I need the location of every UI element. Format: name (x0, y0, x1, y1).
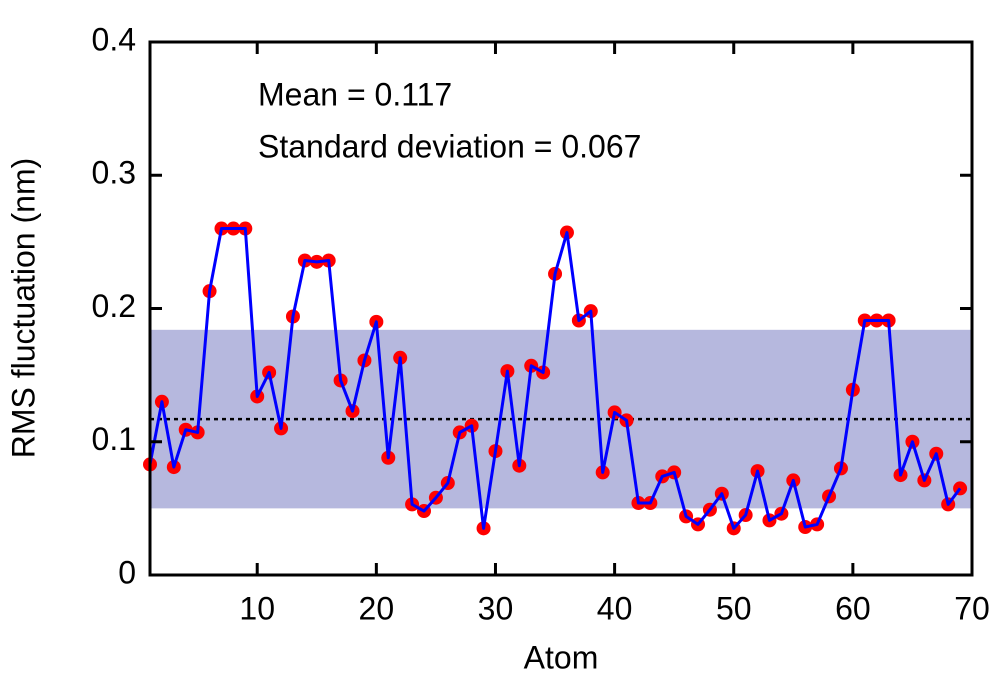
annotation: Mean = 0.117 (258, 76, 452, 112)
y-tick-label: 0.4 (92, 21, 136, 57)
y-tick-label: 0.3 (92, 155, 136, 191)
x-tick-label: 60 (835, 590, 871, 626)
y-tick-label: 0 (118, 554, 136, 590)
x-tick-label: 40 (597, 590, 633, 626)
y-axis-label: RMS fluctuation (nm) (5, 158, 41, 459)
x-tick-label: 50 (716, 590, 752, 626)
x-tick-label: 70 (954, 590, 990, 626)
x-tick-label: 10 (239, 590, 275, 626)
x-axis-label: Atom (524, 639, 599, 675)
y-tick-label: 0.2 (92, 288, 136, 324)
x-tick-label: 30 (478, 590, 514, 626)
x-tick-label: 20 (359, 590, 395, 626)
series-line (148, 227, 962, 530)
annotation: Standard deviation = 0.067 (258, 128, 641, 164)
y-tick-label: 0.1 (92, 421, 136, 457)
